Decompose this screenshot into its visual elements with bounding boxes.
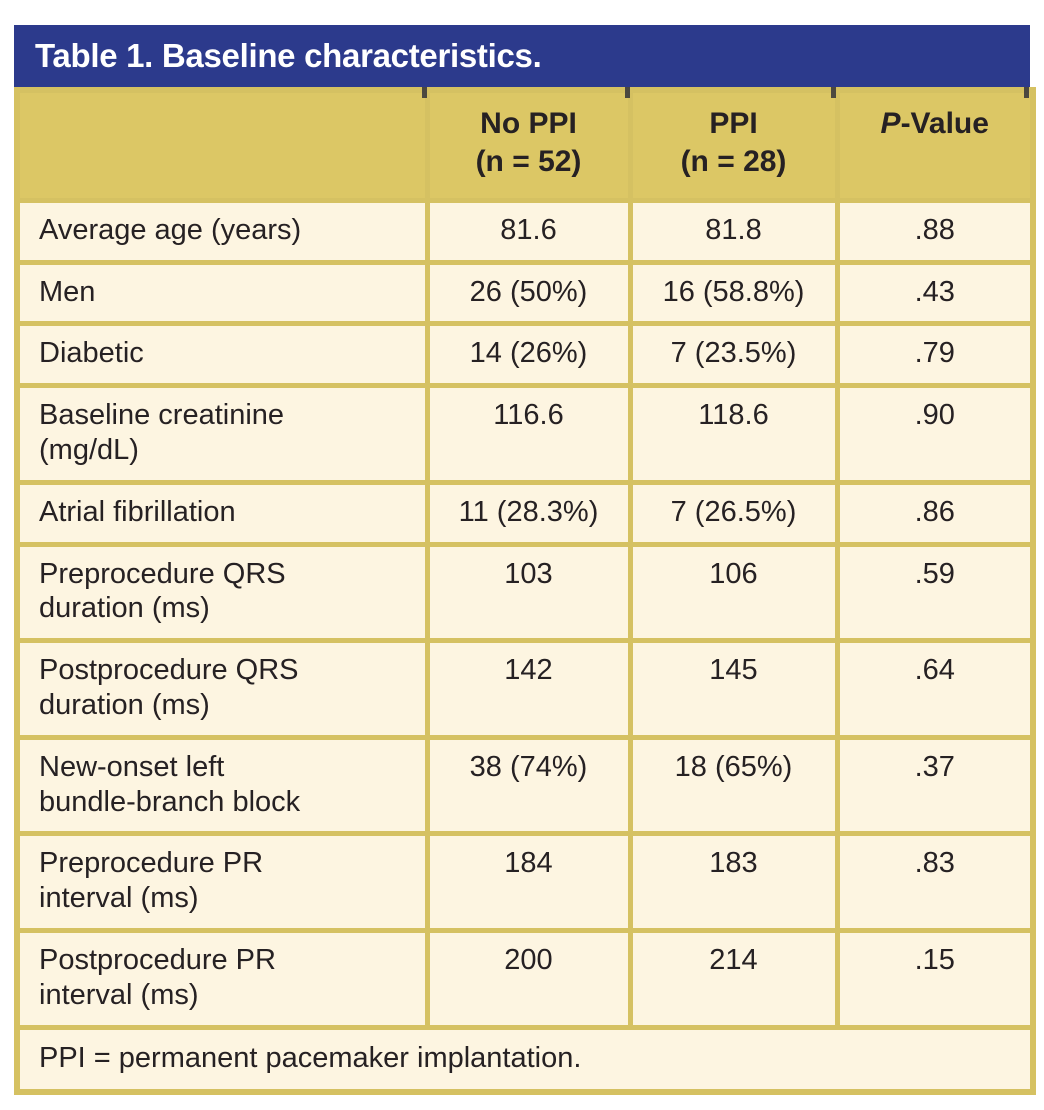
- p-value: .88: [834, 197, 1036, 265]
- footnote-row: PPI = permanent pacemaker implantation.: [14, 1024, 1036, 1095]
- table-row: New-onset left bundle-branch block 38 (7…: [14, 734, 1036, 837]
- header-no-ppi: No PPI (n = 52): [424, 87, 633, 203]
- ppi-value: 81.8: [627, 197, 840, 265]
- no-ppi-value: 116.6: [424, 383, 633, 485]
- no-ppi-value: 81.6: [424, 197, 633, 265]
- no-ppi-value: 142: [424, 638, 633, 740]
- row-label: Preprocedure QRS duration (ms): [14, 541, 430, 644]
- row-label: Baseline creatinine (mg/dL): [14, 383, 430, 485]
- header-empty-cell: [14, 87, 430, 203]
- p-value: .90: [834, 383, 1036, 485]
- table-row: Average age (years) 81.6 81.8 .88: [14, 197, 1036, 265]
- p-value: .83: [834, 831, 1036, 933]
- table-row: Postprocedure PR interval (ms) 200 214 .…: [14, 927, 1036, 1030]
- row-label: Postprocedure PR interval (ms): [14, 927, 430, 1030]
- ppi-value: 18 (65%): [627, 734, 840, 837]
- p-value: .43: [834, 259, 1036, 327]
- table-row: Baseline creatinine (mg/dL) 116.6 118.6 …: [14, 383, 1036, 485]
- no-ppi-value: 184: [424, 831, 633, 933]
- ppi-value: 7 (23.5%): [627, 321, 840, 389]
- table-title: Table 1. Baseline characteristics.: [35, 37, 542, 74]
- table-row: Men 26 (50%) 16 (58.8%) .43: [14, 259, 1036, 327]
- no-ppi-value: 38 (74%): [424, 734, 633, 837]
- row-label: Diabetic: [14, 321, 430, 389]
- no-ppi-value: 26 (50%): [424, 259, 633, 327]
- header-row: No PPI (n = 52) PPI (n = 28) P-Value: [14, 87, 1036, 203]
- row-label: Postprocedure QRS duration (ms): [14, 638, 430, 740]
- ppi-value: 16 (58.8%): [627, 259, 840, 327]
- baseline-characteristics-table: Table 1. Baseline characteristics. No PP…: [14, 25, 1036, 1095]
- row-label: Men: [14, 259, 430, 327]
- table-row: Preprocedure PR interval (ms) 184 183 .8…: [14, 831, 1036, 933]
- no-ppi-value: 11 (28.3%): [424, 479, 633, 547]
- p-value: .79: [834, 321, 1036, 389]
- ppi-value: 214: [627, 927, 840, 1030]
- p-value: .59: [834, 541, 1036, 644]
- p-value: .15: [834, 927, 1036, 1030]
- p-value-italic-p: P: [880, 107, 901, 140]
- row-label: Preprocedure PR interval (ms): [14, 831, 430, 933]
- p-value: .86: [834, 479, 1036, 547]
- p-value-rest: -Value: [900, 107, 989, 140]
- ppi-value: 145: [627, 638, 840, 740]
- p-value: .37: [834, 734, 1036, 837]
- table-footnote: PPI = permanent pacemaker implantation.: [14, 1024, 1036, 1095]
- row-label: Average age (years): [14, 197, 430, 265]
- table-row: Postprocedure QRS duration (ms) 142 145 …: [14, 638, 1036, 740]
- table-row: Preprocedure QRS duration (ms) 103 106 .…: [14, 541, 1036, 644]
- row-label: New-onset left bundle-branch block: [14, 734, 430, 837]
- p-value: .64: [834, 638, 1036, 740]
- no-ppi-value: 200: [424, 927, 633, 1030]
- ppi-value: 183: [627, 831, 840, 933]
- data-table: No PPI (n = 52) PPI (n = 28) P-Value Ave…: [14, 87, 1036, 1095]
- no-ppi-value: 14 (26%): [424, 321, 633, 389]
- table-row: Diabetic 14 (26%) 7 (23.5%) .79: [14, 321, 1036, 389]
- ppi-value: 7 (26.5%): [627, 479, 840, 547]
- column-divider-tick: [831, 87, 836, 98]
- column-divider-tick: [625, 87, 630, 98]
- column-divider-tick: [422, 87, 427, 98]
- header-ppi: PPI (n = 28): [627, 87, 840, 203]
- row-label: Atrial fibrillation: [14, 479, 430, 547]
- header-p-value: P-Value: [834, 87, 1036, 203]
- table-row: Atrial fibrillation 11 (28.3%) 7 (26.5%)…: [14, 479, 1036, 547]
- ppi-value: 118.6: [627, 383, 840, 485]
- table-title-bar: Table 1. Baseline characteristics.: [14, 25, 1030, 87]
- column-divider-tick: [1024, 87, 1029, 98]
- no-ppi-value: 103: [424, 541, 633, 644]
- ppi-value: 106: [627, 541, 840, 644]
